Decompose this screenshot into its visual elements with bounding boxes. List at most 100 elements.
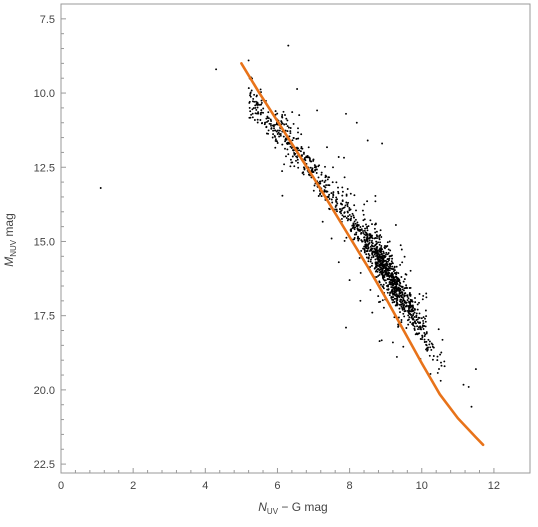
data-point xyxy=(379,250,381,253)
data-point xyxy=(395,273,398,276)
data-point xyxy=(426,346,429,349)
data-point xyxy=(388,259,390,262)
data-point xyxy=(382,252,385,255)
data-point xyxy=(376,270,379,273)
data-point xyxy=(278,135,281,138)
data-point xyxy=(282,135,285,138)
data-point xyxy=(428,354,431,357)
x-tick-label: 6 xyxy=(274,480,280,492)
data-point xyxy=(312,171,315,174)
data-point xyxy=(341,186,344,189)
data-point xyxy=(389,281,392,284)
data-point xyxy=(355,209,357,212)
data-point xyxy=(403,315,406,318)
data-point xyxy=(356,221,359,224)
data-point xyxy=(364,227,367,230)
data-point xyxy=(418,293,421,295)
y-axis-label-sub: NUV xyxy=(9,239,18,257)
x-axis-label-main: N xyxy=(258,500,267,514)
data-point xyxy=(400,305,403,308)
data-point xyxy=(362,230,364,232)
data-point xyxy=(373,227,376,230)
data-point xyxy=(325,184,328,187)
data-point xyxy=(401,288,404,291)
data-point xyxy=(309,160,312,163)
data-point xyxy=(405,305,408,308)
data-point xyxy=(441,338,444,341)
data-point xyxy=(356,223,359,226)
data-point xyxy=(257,112,260,115)
data-point xyxy=(371,223,373,226)
data-point xyxy=(398,284,401,287)
data-point xyxy=(365,256,368,259)
data-point xyxy=(298,149,301,152)
data-point xyxy=(320,173,323,176)
data-point xyxy=(343,239,346,242)
data-point xyxy=(398,296,401,298)
data-point xyxy=(247,87,250,90)
data-point xyxy=(409,321,412,324)
data-point xyxy=(271,136,274,139)
data-point xyxy=(358,257,361,259)
data-point xyxy=(383,279,386,282)
data-point xyxy=(375,248,378,251)
data-point xyxy=(335,181,338,184)
data-point xyxy=(407,314,410,317)
data-point xyxy=(315,168,318,171)
data-point xyxy=(375,240,378,243)
data-point xyxy=(366,237,369,240)
data-point xyxy=(363,248,366,250)
data-point xyxy=(363,238,366,241)
data-point xyxy=(353,228,356,231)
data-point xyxy=(364,246,367,249)
data-point xyxy=(385,264,388,267)
data-point xyxy=(379,268,382,271)
data-point xyxy=(267,129,270,132)
data-point xyxy=(395,300,398,302)
data-point xyxy=(326,178,329,181)
data-point xyxy=(286,125,289,128)
data-point xyxy=(389,292,392,295)
data-point xyxy=(379,241,382,244)
data-point xyxy=(366,239,369,242)
data-point xyxy=(324,186,327,189)
data-point xyxy=(404,300,407,303)
data-point xyxy=(353,216,355,219)
data-point xyxy=(300,133,303,136)
data-point xyxy=(368,239,371,242)
data-point xyxy=(317,176,320,179)
data-point xyxy=(386,291,389,294)
data-point xyxy=(374,261,377,264)
data-point xyxy=(375,230,378,233)
data-point xyxy=(273,127,275,130)
data-point xyxy=(397,316,400,319)
data-point xyxy=(259,113,262,116)
data-point xyxy=(369,288,372,291)
data-point xyxy=(395,295,398,298)
data-point xyxy=(391,262,394,265)
data-point xyxy=(413,325,416,328)
data-point xyxy=(318,180,321,183)
data-point xyxy=(385,245,388,248)
data-point xyxy=(275,130,278,133)
data-point xyxy=(399,303,402,306)
data-point xyxy=(384,267,387,269)
data-point xyxy=(328,207,331,210)
data-point xyxy=(274,138,277,141)
data-point xyxy=(406,287,409,289)
data-point xyxy=(381,285,384,288)
data-point xyxy=(269,123,272,125)
data-point xyxy=(418,312,421,315)
data-point xyxy=(289,127,292,129)
data-point xyxy=(330,192,333,195)
data-point xyxy=(340,212,343,215)
data-point xyxy=(421,325,424,328)
data-point xyxy=(323,181,326,184)
data-point xyxy=(405,327,408,329)
data-point xyxy=(428,340,431,343)
data-point xyxy=(390,286,393,289)
data-point xyxy=(400,319,403,321)
data-point xyxy=(378,260,381,263)
data-point xyxy=(303,158,306,161)
